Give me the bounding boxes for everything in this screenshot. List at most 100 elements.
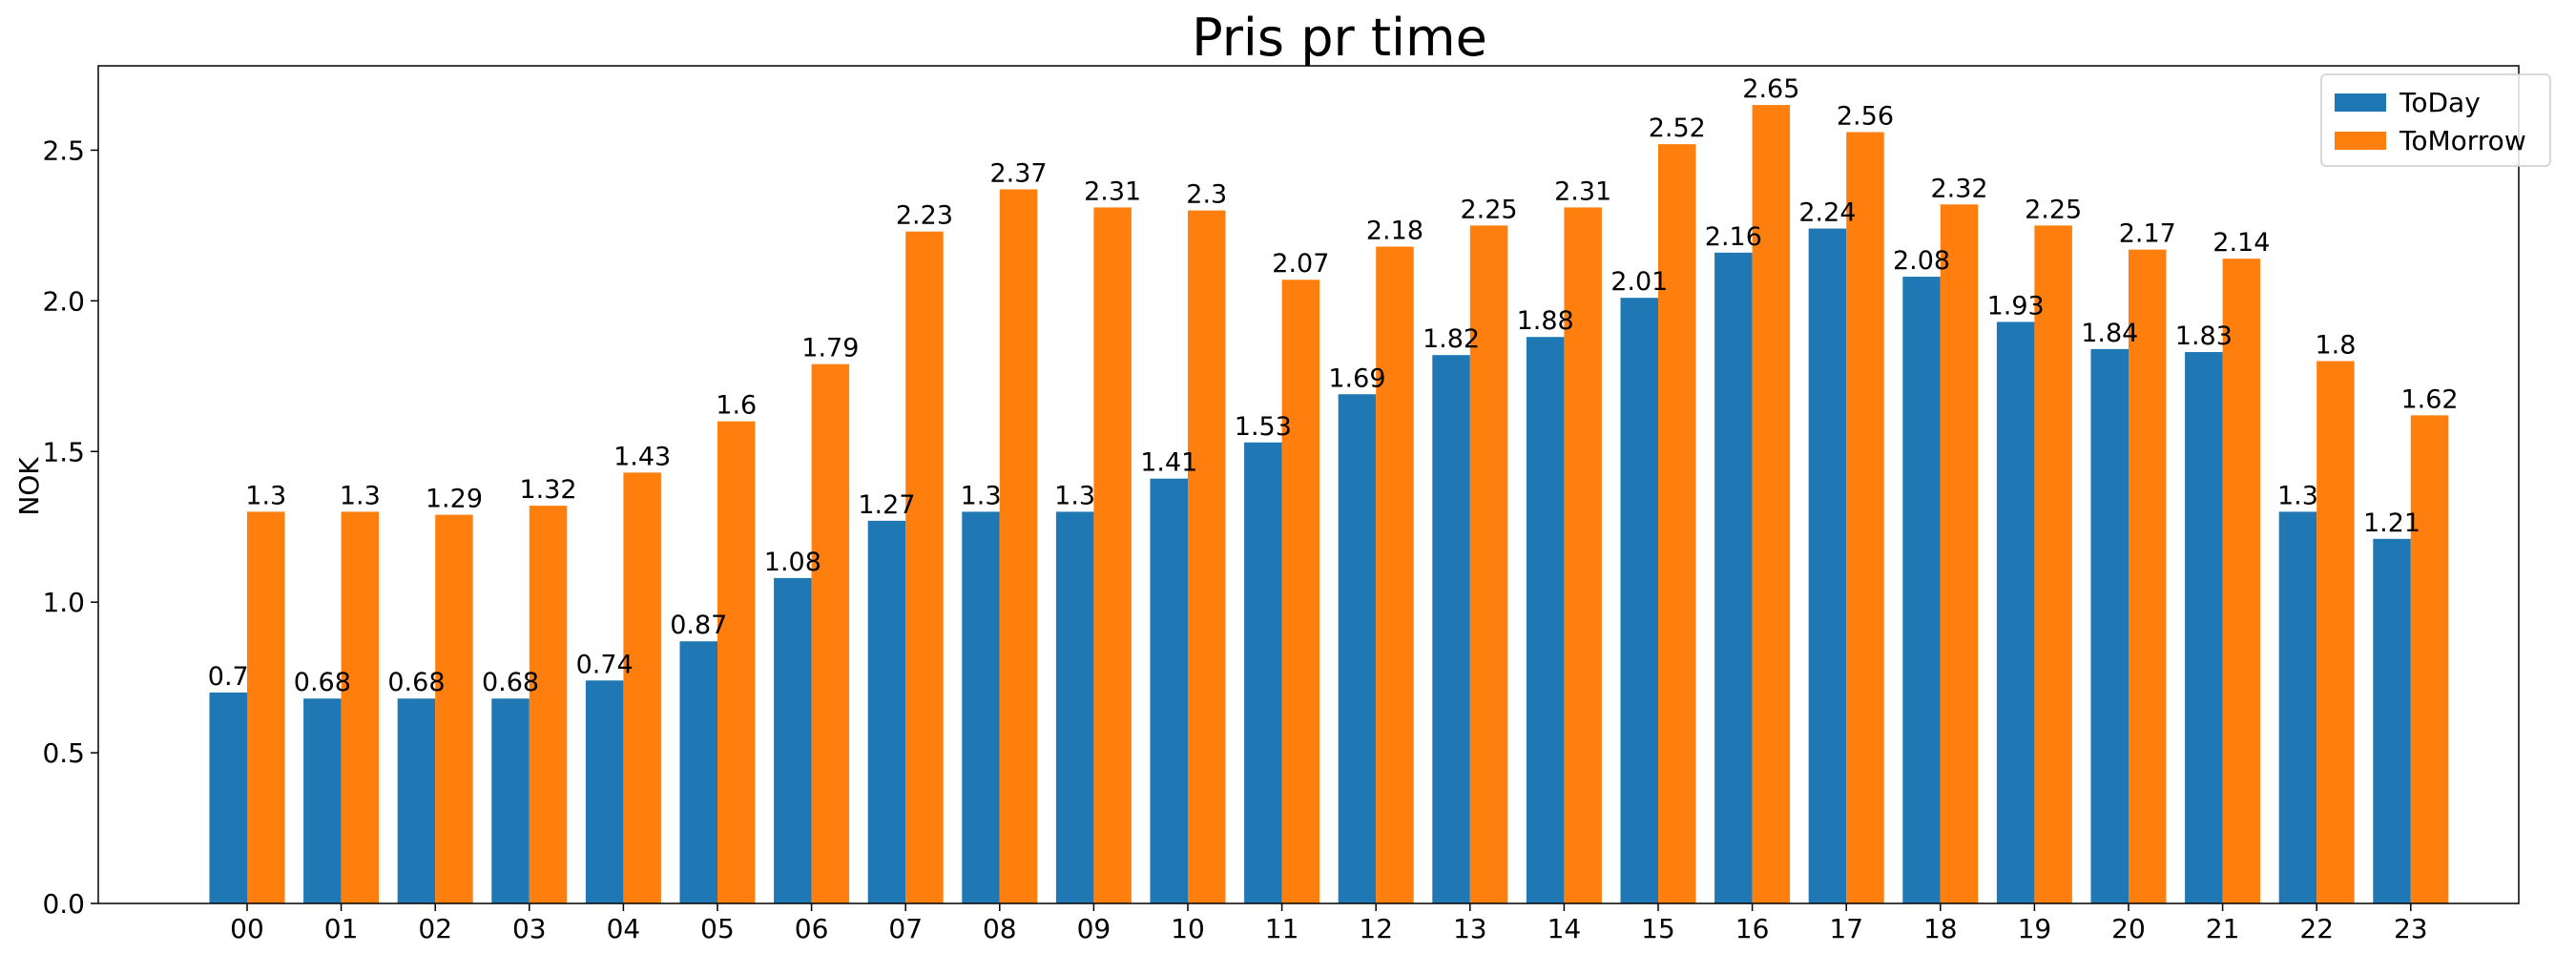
y-tick-label-0.0: 0.0 [42, 888, 85, 920]
bar-tomorrow-01 [341, 511, 380, 903]
bar-today-19 [1996, 321, 2035, 903]
bar-tomorrow-06 [811, 363, 850, 903]
x-tick-label-18: 18 [1923, 913, 1958, 944]
data-label-today-19: 1.93 [1987, 291, 2045, 321]
bar-tomorrow-15 [1658, 144, 1696, 903]
data-label-today-10: 1.41 [1140, 448, 1197, 478]
data-label-today-15: 2.01 [1610, 267, 1668, 297]
bar-tomorrow-23 [2410, 415, 2449, 903]
chart-title: Pris pr time [1192, 8, 1487, 68]
bar-today-21 [2185, 352, 2223, 903]
data-label-today-21: 1.83 [2175, 321, 2233, 351]
y-axis: 0.0 0.5 1.0 1.5 2.0 2.5 [42, 135, 98, 920]
x-tick-label-20: 20 [2111, 913, 2146, 944]
bar-today-07 [867, 520, 906, 903]
bar-tomorrow-05 [717, 421, 756, 903]
x-tick-label-04: 04 [607, 913, 641, 944]
x-tick-label-14: 14 [1548, 913, 1582, 944]
bar-tomorrow-10 [1188, 210, 1226, 904]
bar-today-05 [679, 641, 717, 903]
x-tick-label-12: 12 [1359, 913, 1393, 944]
data-label-today-04: 0.74 [576, 650, 634, 679]
legend: ToDay ToMorrow [2320, 73, 2551, 167]
bar-today-14 [1526, 337, 1565, 903]
data-label-tomorrow-18: 2.32 [1930, 174, 1987, 203]
data-labels-layer: 0.7 1.3 0.68 1.3 0.68 1.29 0.68 1.32 0.74 1.43 0.8… [208, 74, 2459, 697]
bar-tomorrow-12 [1376, 246, 1414, 903]
bar-today-00 [209, 692, 247, 903]
data-label-tomorrow-14: 2.31 [1554, 176, 1611, 206]
bar-today-23 [2373, 538, 2411, 903]
bar-today-04 [585, 680, 624, 903]
bar-today-15 [1620, 298, 1658, 903]
bar-tomorrow-04 [623, 472, 661, 903]
bar-today-18 [1902, 277, 1941, 904]
data-label-today-09: 1.3 [1054, 481, 1095, 510]
bar-tomorrow-19 [2034, 225, 2072, 903]
legend-label-today: ToDay [2399, 87, 2481, 118]
data-label-tomorrow-10: 2.3 [1186, 180, 1227, 210]
plot-area-frame [97, 65, 2520, 904]
data-label-today-17: 2.24 [1798, 198, 1856, 228]
x-tick-label-15: 15 [1641, 913, 1675, 944]
bar-tomorrow-21 [2222, 259, 2261, 903]
x-tick-label-21: 21 [2206, 913, 2240, 944]
x-tick-label-05: 05 [700, 913, 735, 944]
data-label-tomorrow-02: 1.29 [426, 485, 483, 514]
data-label-tomorrow-00: 1.3 [245, 481, 286, 510]
data-label-tomorrow-13: 2.25 [1460, 195, 1517, 224]
y-tick-label-0.5: 0.5 [42, 737, 85, 769]
data-label-today-07: 1.27 [858, 490, 915, 520]
data-label-today-01: 0.68 [294, 668, 351, 697]
data-label-tomorrow-08: 2.37 [989, 158, 1047, 188]
data-label-tomorrow-01: 1.3 [340, 481, 381, 510]
bar-today-12 [1338, 394, 1377, 903]
bar-tomorrow-16 [1752, 105, 1791, 903]
data-label-tomorrow-04: 1.43 [613, 442, 671, 471]
data-label-tomorrow-23: 1.62 [2400, 384, 2458, 414]
bar-tomorrow-17 [1846, 132, 1884, 904]
bar-tomorrow-14 [1564, 207, 1602, 903]
x-tick-label-10: 10 [1171, 913, 1205, 944]
x-tick-label-16: 16 [1735, 913, 1770, 944]
bar-tomorrow-07 [905, 231, 944, 903]
x-tick-label-22: 22 [2299, 913, 2334, 944]
bar-today-02 [397, 698, 436, 903]
data-label-tomorrow-07: 2.23 [896, 201, 953, 231]
data-label-today-11: 1.53 [1235, 412, 1292, 442]
bar-today-13 [1432, 355, 1470, 903]
y-tick-label-1.0: 1.0 [42, 587, 85, 618]
x-tick-label-19: 19 [2018, 913, 2052, 944]
bar-tomorrow-13 [1469, 225, 1508, 903]
data-label-tomorrow-03: 1.32 [519, 475, 576, 505]
bar-today-03 [491, 698, 530, 903]
x-tick-label-09: 09 [1077, 913, 1111, 944]
data-label-tomorrow-20: 2.17 [2119, 219, 2176, 249]
data-label-today-13: 1.82 [1423, 324, 1480, 354]
bar-today-08 [962, 511, 1000, 903]
bar-today-01 [303, 698, 342, 903]
bar-tomorrow-09 [1093, 207, 1132, 903]
legend-swatch-today [2335, 93, 2386, 112]
bar-tomorrow-20 [2129, 249, 2167, 903]
data-label-tomorrow-17: 2.56 [1837, 101, 1894, 131]
bar-today-16 [1714, 252, 1753, 903]
data-label-tomorrow-11: 2.07 [1272, 249, 1329, 279]
data-label-tomorrow-05: 1.6 [716, 391, 757, 421]
data-label-tomorrow-15: 2.52 [1649, 114, 1706, 143]
y-tick-label-1.5: 1.5 [42, 436, 85, 467]
data-label-tomorrow-12: 2.18 [1366, 217, 1423, 246]
x-tick-label-03: 03 [512, 913, 547, 944]
x-axis: 00 01 02 03 04 05 06 07 08 09 10 11 12 13 14 15 16 17 18 19… [230, 903, 2428, 944]
data-label-tomorrow-09: 2.31 [1084, 176, 1141, 206]
x-tick-label-02: 02 [418, 913, 452, 944]
data-label-tomorrow-16: 2.65 [1742, 74, 1799, 104]
data-label-today-00: 0.7 [208, 662, 249, 692]
x-tick-label-06: 06 [795, 913, 829, 944]
x-tick-label-23: 23 [2394, 913, 2428, 944]
bar-today-20 [2090, 348, 2129, 903]
x-tick-label-07: 07 [888, 913, 923, 944]
legend-swatch-tomorrow [2335, 132, 2386, 150]
x-tick-label-01: 01 [324, 913, 359, 944]
